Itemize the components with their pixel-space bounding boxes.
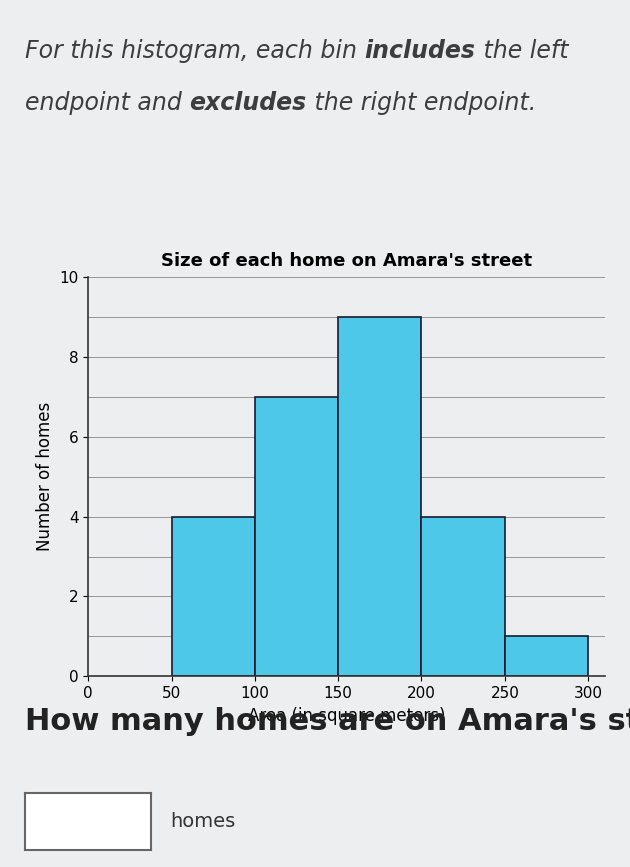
Text: For this histogram, each bin: For this histogram, each bin: [25, 39, 365, 63]
Text: the left: the left: [476, 39, 568, 63]
Text: the right endpoint.: the right endpoint.: [307, 91, 536, 115]
Bar: [505, 636, 588, 676]
Text: excludes: excludes: [190, 91, 307, 115]
Bar: [421, 517, 505, 676]
Bar: [171, 517, 255, 676]
Bar: [255, 397, 338, 676]
Text: How many homes are on Amara's street?: How many homes are on Amara's street?: [25, 707, 630, 735]
Text: homes: homes: [170, 812, 236, 831]
Y-axis label: Number of homes: Number of homes: [36, 402, 54, 551]
Text: endpoint and: endpoint and: [25, 91, 190, 115]
Text: includes: includes: [365, 39, 476, 63]
Title: Size of each home on Amara's street: Size of each home on Amara's street: [161, 252, 532, 271]
X-axis label: Area (in square meters): Area (in square meters): [248, 707, 445, 725]
Bar: [338, 317, 421, 676]
